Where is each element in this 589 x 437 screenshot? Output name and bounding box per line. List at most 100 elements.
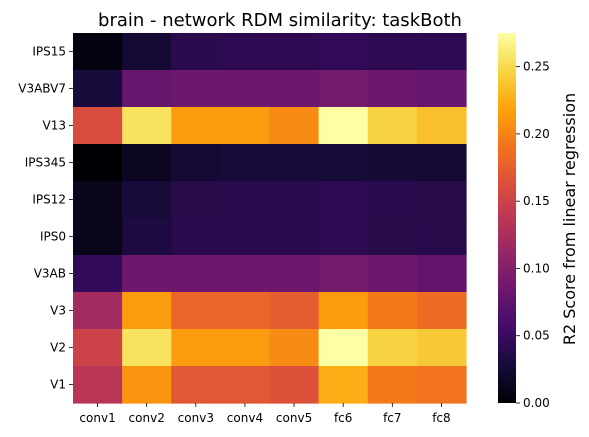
heatmap-cell-ips0-conv2 xyxy=(122,218,172,256)
heatmap-cell-ips12-conv4 xyxy=(220,181,271,219)
heatmap-cell-v1-conv2 xyxy=(122,366,172,404)
colorbar-tick-label: 0.15 xyxy=(523,194,550,208)
heatmap-cell-v3abv7-fc7 xyxy=(367,70,418,108)
heatmap-cell-v3ab-fc8 xyxy=(416,255,467,293)
y-tick-label: IPS15 xyxy=(32,45,66,59)
heatmap-cells xyxy=(73,33,467,404)
heatmap-cell-ips0-conv5 xyxy=(269,218,320,256)
y-tick-label: V13 xyxy=(43,119,66,133)
heatmap-cell-v1-conv4 xyxy=(220,366,271,404)
colorbar-label: R2 Score from linear regression xyxy=(560,93,579,345)
heatmap-cell-ips345-fc6 xyxy=(318,144,369,182)
heatmap-cell-ips12-conv1 xyxy=(73,181,123,219)
heatmap-cell-ips15-conv2 xyxy=(122,33,172,71)
heatmap-cell-v2-conv2 xyxy=(122,329,172,367)
heatmap-cell-v3-conv4 xyxy=(220,292,271,330)
heatmap-cell-v1-conv1 xyxy=(73,366,123,404)
heatmap-cell-v13-conv2 xyxy=(122,107,172,145)
y-tick-label: IPS0 xyxy=(40,230,66,244)
heatmap-cell-v2-fc8 xyxy=(416,329,467,367)
y-tick-label: IPS345 xyxy=(25,156,66,170)
heatmap-cell-v13-fc6 xyxy=(318,107,369,145)
heatmap-cell-v13-fc8 xyxy=(416,107,467,145)
heatmap-cell-ips0-fc8 xyxy=(416,218,467,256)
colorbar-tick-label: 0.20 xyxy=(523,127,550,141)
heatmap-cell-v3-conv2 xyxy=(122,292,172,330)
heatmap-cell-ips12-fc7 xyxy=(367,181,418,219)
heatmap-cell-ips345-conv5 xyxy=(269,144,320,182)
x-tick-label: fc6 xyxy=(334,411,352,425)
heatmap-cell-v3abv7-conv1 xyxy=(73,70,123,108)
heatmap-cell-v13-conv5 xyxy=(269,107,320,145)
heatmap-cell-v3abv7-conv2 xyxy=(122,70,172,108)
y-axis: IPS15 V3ABV7 V13 IPS345 IPS12 IPS0 V3AB V3 V2 V1 xyxy=(18,45,73,392)
heatmap-cell-v1-fc8 xyxy=(416,366,467,404)
heatmap-cell-ips0-conv4 xyxy=(220,218,271,256)
heatmap-cell-v2-conv1 xyxy=(73,329,123,367)
heatmap-cell-ips15-conv3 xyxy=(171,33,221,71)
heatmap-cell-v1-conv5 xyxy=(269,366,320,404)
heatmap-cell-v3ab-fc7 xyxy=(367,255,418,293)
heatmap-cell-v3-fc6 xyxy=(318,292,369,330)
x-tick-label: conv1 xyxy=(79,411,115,425)
y-tick-label: V3 xyxy=(50,304,66,318)
chart-title: brain - network RDM similarity: taskBoth xyxy=(98,10,462,31)
heatmap-cell-ips15-fc8 xyxy=(416,33,467,71)
heatmap-cell-ips12-conv5 xyxy=(269,181,320,219)
heatmap-cell-ips15-conv5 xyxy=(269,33,320,71)
heatmap-cell-v2-conv4 xyxy=(220,329,271,367)
x-tick-label: fc8 xyxy=(432,411,450,425)
y-tick-label: V3AB xyxy=(34,267,66,281)
x-tick-label: fc7 xyxy=(383,411,401,425)
colorbar-tick-label: 0.25 xyxy=(523,60,550,74)
heatmap-cell-ips0-fc7 xyxy=(367,218,418,256)
heatmap-cell-v3ab-conv3 xyxy=(171,255,221,293)
heatmap-cell-ips345-conv3 xyxy=(171,144,221,182)
x-tick-label: conv5 xyxy=(276,411,312,425)
heatmap-cell-v1-fc7 xyxy=(367,366,418,404)
heatmap-cell-v3ab-conv1 xyxy=(73,255,123,293)
heatmap-cell-v1-fc6 xyxy=(318,366,369,404)
heatmap-cell-v3ab-conv5 xyxy=(269,255,320,293)
heatmap-cell-v13-fc7 xyxy=(367,107,418,145)
heatmap-cell-v3-fc8 xyxy=(416,292,467,330)
heatmap-cell-v3abv7-fc6 xyxy=(318,70,369,108)
heatmap-cell-ips345-fc8 xyxy=(416,144,467,182)
heatmap-cell-v3-fc7 xyxy=(367,292,418,330)
heatmap-cell-ips345-conv4 xyxy=(220,144,271,182)
heatmap-cell-v3abv7-fc8 xyxy=(416,70,467,108)
heatmap-cell-v2-fc6 xyxy=(318,329,369,367)
x-tick-label: conv4 xyxy=(227,411,263,425)
heatmap-cell-v13-conv3 xyxy=(171,107,221,145)
y-tick-label: IPS12 xyxy=(32,193,66,207)
heatmap-cell-v2-conv5 xyxy=(269,329,320,367)
heatmap-cell-ips12-conv3 xyxy=(171,181,221,219)
heatmap-cell-ips0-conv3 xyxy=(171,218,221,256)
heatmap-cell-ips15-fc6 xyxy=(318,33,369,71)
y-tick-label: V3ABV7 xyxy=(18,82,66,96)
heatmap-cell-v3-conv1 xyxy=(73,292,123,330)
heatmap-cell-ips15-conv1 xyxy=(73,33,123,71)
colorbar-tick-label: 0.10 xyxy=(523,261,550,275)
y-tick-label: V1 xyxy=(50,378,66,392)
y-tick-label: V2 xyxy=(50,341,66,355)
colorbar-bar xyxy=(498,33,516,403)
heatmap-cell-ips345-conv2 xyxy=(122,144,172,182)
heatmap-cell-ips12-fc6 xyxy=(318,181,369,219)
heatmap-cell-v3ab-conv4 xyxy=(220,255,271,293)
heatmap-cell-v3abv7-conv4 xyxy=(220,70,271,108)
heatmap-cell-v3abv7-conv5 xyxy=(269,70,320,108)
heatmap-cell-v3-conv5 xyxy=(269,292,320,330)
heatmap-cell-v3ab-fc6 xyxy=(318,255,369,293)
heatmap-cell-ips345-conv1 xyxy=(73,144,123,182)
heatmap-cell-v13-conv1 xyxy=(73,107,123,145)
x-axis: conv1 conv2 conv3 conv4 conv5 fc6 fc7 fc8 xyxy=(79,403,451,425)
heatmap-cell-ips15-conv4 xyxy=(220,33,271,71)
heatmap-cell-ips0-conv1 xyxy=(73,218,123,256)
heatmap-cell-v2-conv3 xyxy=(171,329,221,367)
heatmap-cell-v1-conv3 xyxy=(171,366,221,404)
heatmap-cell-ips12-conv2 xyxy=(122,181,172,219)
heatmap-cell-ips0-fc6 xyxy=(318,218,369,256)
heatmap-cell-v3-conv3 xyxy=(171,292,221,330)
